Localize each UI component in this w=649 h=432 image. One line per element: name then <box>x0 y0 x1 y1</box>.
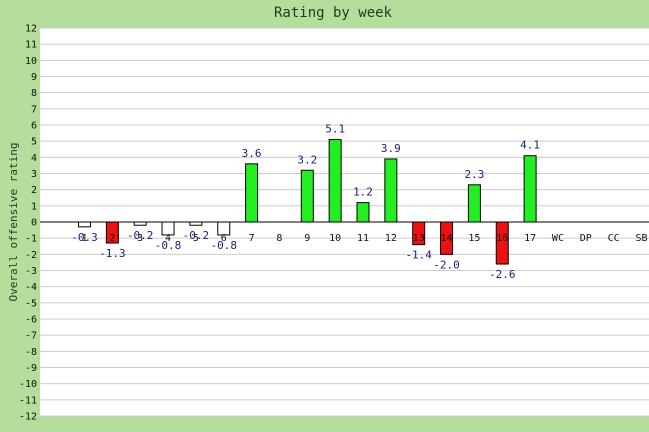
y-tick-label: 12 <box>25 24 37 35</box>
y-tick-label: 3 <box>31 169 37 180</box>
data-label: 3.2 <box>297 153 317 166</box>
x-tick-label: 12 <box>385 233 397 244</box>
x-tick-label: 9 <box>304 233 310 244</box>
data-label: 1.2 <box>353 186 373 199</box>
y-tick-label: 9 <box>31 72 37 83</box>
x-tick-label: 15 <box>468 233 480 244</box>
y-tick-label: 4 <box>31 153 37 164</box>
y-tick-label: -8 <box>25 347 37 358</box>
y-tick-label: 2 <box>31 185 37 196</box>
data-label: 3.9 <box>381 142 401 155</box>
bar <box>356 202 370 223</box>
x-tick-label: 17 <box>524 233 536 244</box>
y-tick-label: -6 <box>25 315 37 326</box>
x-tick-label: 16 <box>496 233 508 244</box>
grid-lines <box>40 27 649 417</box>
data-label: -1.3 <box>99 247 126 260</box>
y-tick-label: -3 <box>25 266 37 277</box>
y-tick-label: 7 <box>31 104 37 115</box>
bar <box>245 163 259 223</box>
data-label: -1.4 <box>405 249 432 262</box>
y-tick-label: -5 <box>25 298 37 309</box>
data-label: -0.2 <box>127 229 154 242</box>
bar <box>523 155 537 223</box>
x-tick-label: 1 <box>81 233 87 244</box>
x-tick-label: SB <box>635 233 647 244</box>
x-tick-label: 2 <box>109 233 115 244</box>
x-axis-categories: 1 2 3 4 5 6 7 8 9 10 11 12 13 14 15 16 17 WC DP CC SB <box>81 233 647 244</box>
data-label: 2.3 <box>464 168 484 181</box>
y-tick-label: 0 <box>31 218 37 229</box>
data-label: 5.1 <box>325 123 345 136</box>
bar <box>328 139 342 223</box>
data-label: -2.6 <box>489 268 516 281</box>
y-tick-label: 11 <box>25 40 37 51</box>
x-tick-label: DP <box>580 233 592 244</box>
y-tick-label: -4 <box>25 282 37 293</box>
chart-title: Rating by week <box>274 5 393 21</box>
y-tick-label: 1 <box>31 201 37 212</box>
data-label: 3.6 <box>242 147 262 160</box>
x-tick-label: 5 <box>193 233 199 244</box>
data-label: 4.1 <box>520 139 540 152</box>
x-tick-label: 7 <box>249 233 255 244</box>
y-tick-label: -12 <box>19 412 37 423</box>
bars <box>78 139 537 265</box>
data-label: -0.3 <box>71 231 98 244</box>
y-tick-label: -2 <box>25 250 37 261</box>
data-label: -2.0 <box>433 258 460 271</box>
data-label: -0.2 <box>183 229 210 242</box>
x-tick-label: 14 <box>441 233 453 244</box>
x-tick-label: WC <box>552 233 564 244</box>
x-tick-label: 4 <box>165 233 171 244</box>
y-tick-label: 8 <box>31 88 37 99</box>
y-tick-label: -11 <box>19 395 37 406</box>
x-tick-label: 6 <box>221 233 227 244</box>
y-tick-label: -9 <box>25 363 37 374</box>
x-tick-label: 11 <box>357 233 369 244</box>
bar <box>78 221 91 228</box>
data-label: -0.8 <box>211 239 238 252</box>
y-tick-label: -1 <box>25 234 37 245</box>
y-tick-label: 10 <box>25 56 37 67</box>
y-tick-label: -10 <box>19 379 37 390</box>
x-tick-label: 3 <box>137 233 143 244</box>
y-tick-label: 5 <box>31 137 37 148</box>
x-tick-label: 8 <box>276 233 282 244</box>
data-label: -0.8 <box>155 239 182 252</box>
y-axis-ticks: 1211109876543210-1-2-3-4-5-6-7-8-9-10-11… <box>19 24 37 423</box>
x-tick-label: CC <box>608 233 620 244</box>
bar <box>384 158 398 223</box>
y-tick-label: 6 <box>31 121 37 132</box>
x-tick-label: 10 <box>329 233 341 244</box>
bar <box>300 169 314 223</box>
x-tick-label: 13 <box>413 233 425 244</box>
y-axis-label: Overall offensive rating <box>7 143 20 302</box>
y-tick-label: -7 <box>25 331 37 342</box>
bar <box>467 184 481 223</box>
data-labels: -0.3-1.3-0.2-0.8-0.2-0.83.6 3.25.11.23.9-… <box>71 123 540 281</box>
